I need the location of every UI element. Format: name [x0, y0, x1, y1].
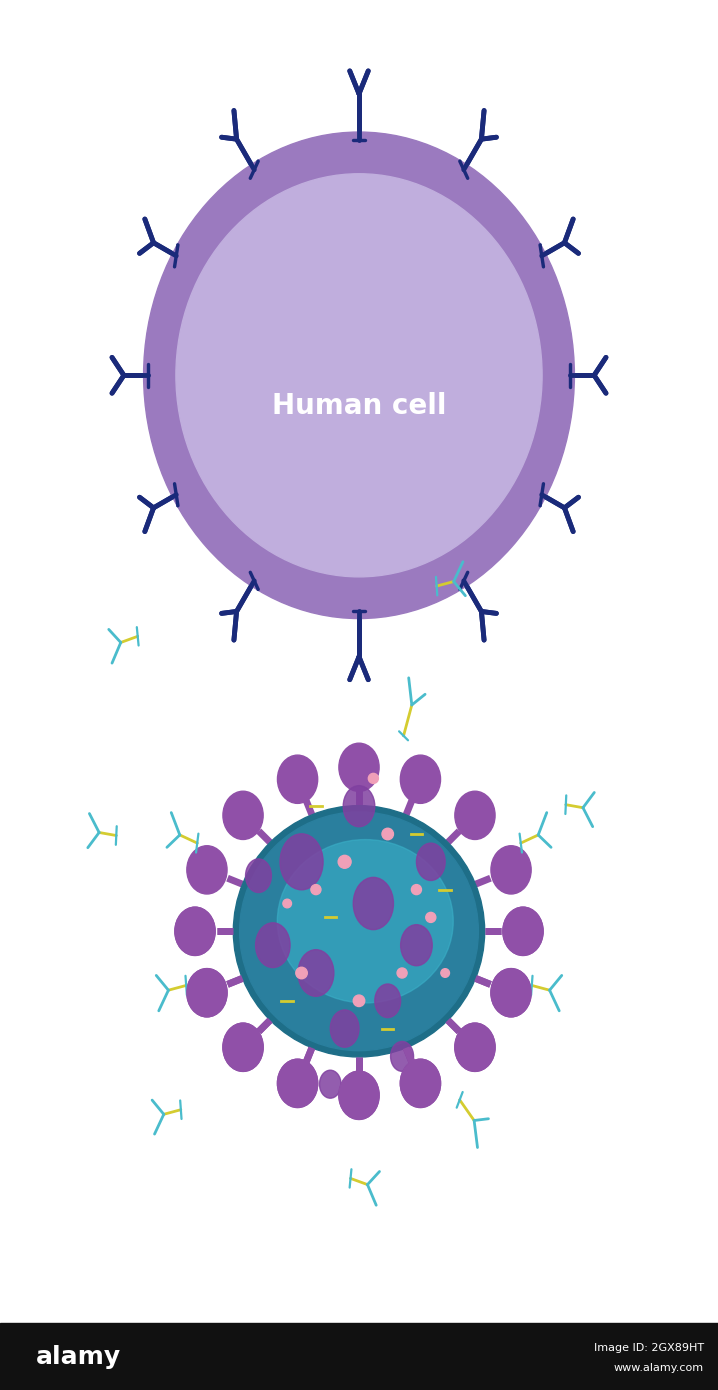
Ellipse shape	[280, 834, 323, 890]
Ellipse shape	[375, 984, 401, 1017]
Text: www.alamy.com: www.alamy.com	[613, 1362, 704, 1373]
Ellipse shape	[455, 1023, 495, 1072]
Ellipse shape	[223, 1023, 263, 1072]
Ellipse shape	[296, 967, 307, 979]
Ellipse shape	[223, 791, 263, 840]
Ellipse shape	[401, 1059, 441, 1108]
Ellipse shape	[277, 1059, 317, 1108]
Ellipse shape	[343, 785, 375, 827]
Ellipse shape	[176, 174, 542, 577]
Ellipse shape	[382, 828, 393, 840]
Ellipse shape	[277, 840, 453, 1004]
Ellipse shape	[298, 949, 334, 997]
Ellipse shape	[338, 855, 351, 869]
Ellipse shape	[320, 1070, 341, 1098]
Ellipse shape	[339, 1072, 379, 1119]
Ellipse shape	[391, 1041, 414, 1072]
Text: Image ID: 2GX89HT: Image ID: 2GX89HT	[594, 1343, 704, 1354]
Ellipse shape	[339, 1072, 379, 1119]
Ellipse shape	[503, 908, 543, 955]
Ellipse shape	[187, 969, 227, 1017]
Ellipse shape	[353, 877, 393, 930]
Ellipse shape	[277, 1059, 317, 1108]
Ellipse shape	[353, 995, 365, 1006]
Ellipse shape	[401, 1059, 441, 1108]
Ellipse shape	[455, 791, 495, 840]
Ellipse shape	[416, 844, 445, 880]
Bar	[0, 1323, 718, 1390]
Ellipse shape	[187, 845, 227, 894]
Ellipse shape	[283, 899, 292, 908]
Ellipse shape	[240, 812, 478, 1051]
Ellipse shape	[187, 969, 227, 1017]
Ellipse shape	[455, 1023, 495, 1072]
Ellipse shape	[144, 132, 574, 619]
Ellipse shape	[330, 1011, 359, 1047]
Ellipse shape	[277, 755, 317, 803]
Ellipse shape	[311, 884, 321, 895]
Ellipse shape	[491, 969, 531, 1017]
Ellipse shape	[397, 967, 407, 979]
Ellipse shape	[426, 912, 436, 923]
Ellipse shape	[491, 969, 531, 1017]
Ellipse shape	[175, 908, 215, 955]
Ellipse shape	[503, 908, 543, 955]
Ellipse shape	[223, 1023, 263, 1072]
Ellipse shape	[411, 884, 421, 895]
Ellipse shape	[401, 924, 432, 966]
Ellipse shape	[233, 806, 485, 1056]
Ellipse shape	[401, 755, 441, 803]
Ellipse shape	[256, 923, 290, 967]
Ellipse shape	[441, 969, 449, 977]
Text: alamy: alamy	[36, 1344, 121, 1369]
Ellipse shape	[491, 845, 531, 894]
Text: Human cell: Human cell	[271, 392, 447, 420]
Ellipse shape	[246, 859, 271, 892]
Ellipse shape	[175, 908, 215, 955]
Ellipse shape	[368, 773, 378, 784]
Ellipse shape	[339, 744, 379, 791]
